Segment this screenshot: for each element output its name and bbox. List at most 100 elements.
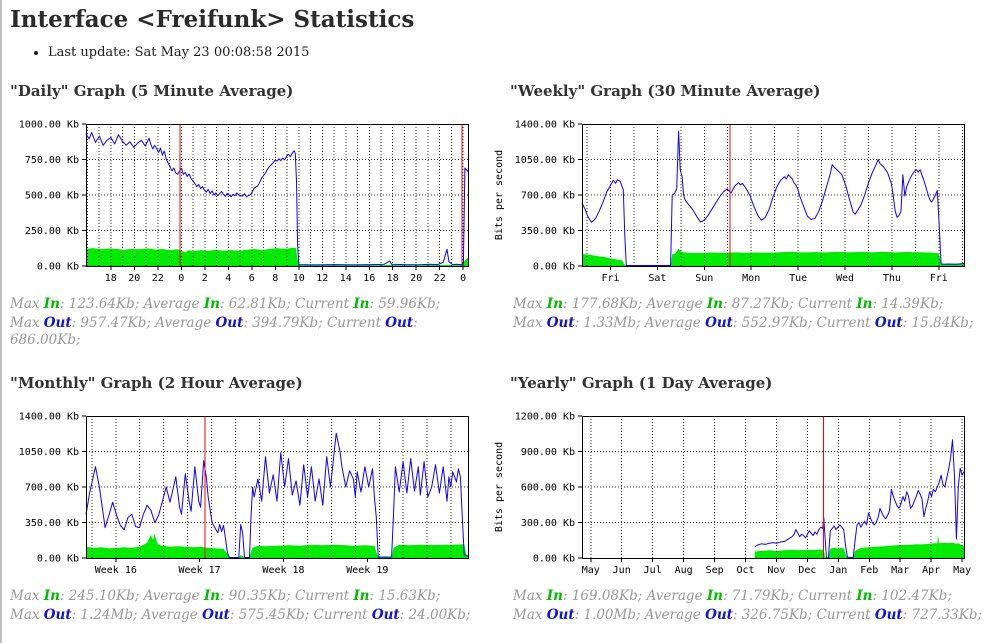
monthly-stats-in: Max In: 245.10Kb; Average In: 90.35Kb; C…	[10, 588, 441, 604]
svg-text:12: 12	[316, 273, 328, 284]
svg-text:Week 18: Week 18	[262, 565, 304, 576]
monthly-stats-out: Max Out: 1.24Mb; Average Out: 575.45Kb; …	[10, 607, 471, 623]
svg-text:Fri: Fri	[601, 273, 619, 284]
monthly-axis-ticks	[82, 415, 368, 562]
svg-text:Sep: Sep	[706, 565, 724, 576]
svg-text:May: May	[582, 565, 600, 576]
svg-text:Sat: Sat	[648, 273, 666, 284]
svg-text:Jun: Jun	[613, 565, 631, 576]
yearly-section: "Yearly" Graph (1 Day Average) 0.00 Kb 30…	[492, 368, 990, 625]
svg-text:22: 22	[434, 273, 446, 284]
page-title: Interface <Freifunk> Statistics	[10, 6, 415, 33]
yearly-axis-labels: 0.00 Kb 300.00 Kb 600.00 Kb 900.00 Kb 1200.0…	[515, 412, 971, 577]
weekly-out-line	[581, 130, 965, 266]
daily-axis-labels: 0.00 Kb 250.00 Kb 500.00 Kb 750.00 Kb 1000.0…	[19, 120, 466, 285]
monthly-out-line	[85, 432, 469, 558]
weekly-chart-svg: 0.00 Kb 350.00 Kb 700.00 Kb 1050.00 Kb 1400.…	[494, 120, 965, 285]
svg-text:1050.00 Kb: 1050.00 Kb	[515, 155, 575, 166]
svg-text:0: 0	[178, 273, 184, 284]
daily-in-area	[86, 247, 468, 266]
svg-text:Thu: Thu	[883, 273, 901, 284]
yearly-out-line	[754, 439, 965, 559]
daily-grid	[86, 124, 468, 266]
svg-text:1400.00 Kb: 1400.00 Kb	[515, 120, 575, 131]
svg-text:300.00 Kb: 300.00 Kb	[521, 518, 575, 529]
svg-text:500.00 Kb: 500.00 Kb	[25, 191, 79, 202]
svg-text:20: 20	[128, 273, 140, 284]
weekly-section: "Weekly" Graph (30 Minute Average) 0.00 …	[492, 76, 990, 350]
yearly-grid	[582, 416, 964, 558]
svg-text:Mar: Mar	[891, 565, 909, 576]
svg-text:Nov: Nov	[767, 565, 785, 576]
svg-text:1050.00 Kb: 1050.00 Kb	[19, 447, 79, 458]
yearly-heading: "Yearly" Graph (1 Day Average)	[510, 374, 773, 392]
svg-text:700.00 Kb: 700.00 Kb	[25, 483, 79, 494]
svg-text:Wed: Wed	[836, 273, 854, 284]
monthly-in-area	[86, 533, 468, 558]
daily-out-line	[85, 132, 469, 266]
svg-text:10: 10	[293, 273, 305, 284]
weekly-axis-labels: 0.00 Kb 350.00 Kb 700.00 Kb 1050.00 Kb 1400.…	[515, 120, 948, 285]
daily-stats-in: Max In: 123.64Kb; Average In: 62.81Kb; C…	[10, 296, 441, 312]
svg-text:Tue: Tue	[789, 273, 807, 284]
svg-text:0: 0	[460, 273, 466, 284]
yearly-in-area	[754, 534, 964, 558]
svg-text:350.00 Kb: 350.00 Kb	[521, 226, 575, 237]
weekly-stats-in: Max In: 177.68Kb; Average In: 87.27Kb; C…	[513, 296, 944, 312]
yearly-stats-in: Max In: 169.08Kb; Average In: 71.79Kb; C…	[513, 588, 952, 604]
monthly-chart-svg: 0.00 Kb 350.00 Kb 700.00 Kb 1050.00 Kb 1400.…	[19, 412, 469, 577]
svg-text:Fri: Fri	[930, 273, 948, 284]
monthly-graph-image: 0.00 Kb 350.00 Kb 700.00 Kb 1050.00 Kb 1400.…	[10, 408, 492, 586]
svg-text:250.00 Kb: 250.00 Kb	[25, 226, 79, 237]
monthly-grid	[86, 416, 468, 558]
svg-text:1000.00 Kb: 1000.00 Kb	[19, 120, 79, 131]
svg-text:0.00 Kb: 0.00 Kb	[37, 262, 79, 273]
weekly-grid	[582, 124, 964, 266]
svg-text:Sun: Sun	[695, 273, 713, 284]
svg-text:0.00 Kb: 0.00 Kb	[533, 262, 575, 273]
yearly-ylegend: Bits per second	[494, 442, 505, 532]
yearly-plot-border	[582, 416, 965, 559]
svg-text:May: May	[953, 565, 971, 576]
daily-heading: "Daily" Graph (5 Minute Average)	[10, 82, 294, 100]
svg-text:Oct: Oct	[736, 565, 754, 576]
svg-text:20: 20	[410, 273, 422, 284]
svg-text:1200.00 Kb: 1200.00 Kb	[515, 412, 575, 423]
svg-text:Week 17: Week 17	[179, 565, 221, 576]
daily-section: "Daily" Graph (5 Minute Average) 0.00 Kb…	[10, 76, 492, 350]
yearly-axis-ticks	[578, 415, 963, 562]
daily-axis-ticks	[82, 123, 464, 270]
svg-text:750.00 Kb: 750.00 Kb	[25, 155, 79, 166]
weekly-in-area	[582, 248, 964, 266]
weekly-stats-out: Max Out: 1.33Mb; Average Out: 552.97Kb; …	[513, 315, 974, 331]
svg-text:350.00 Kb: 350.00 Kb	[25, 518, 79, 529]
svg-text:Mon: Mon	[742, 273, 760, 284]
svg-text:Feb: Feb	[860, 565, 878, 576]
monthly-heading: "Monthly" Graph (2 Hour Average)	[10, 374, 303, 392]
weekly-ylegend: Bits per second	[494, 150, 505, 240]
weekly-graph-image: 0.00 Kb 350.00 Kb 700.00 Kb 1050.00 Kb 1400.…	[492, 116, 990, 294]
weekly-plot-border	[582, 124, 965, 267]
update-list: Last update: Sat May 23 00:08:58 2015	[10, 45, 990, 60]
svg-text:0.00 Kb: 0.00 Kb	[37, 554, 79, 565]
svg-text:16: 16	[363, 273, 375, 284]
svg-text:Week 19: Week 19	[346, 565, 388, 576]
svg-text:Jan: Jan	[829, 565, 847, 576]
daily-chart-svg: 0.00 Kb 250.00 Kb 500.00 Kb 750.00 Kb 1000.0…	[19, 120, 469, 285]
yearly-chart-svg: 0.00 Kb 300.00 Kb 600.00 Kb 900.00 Kb 1200.0…	[494, 412, 971, 577]
weekly-heading: "Weekly" Graph (30 Minute Average)	[510, 82, 821, 100]
svg-text:Aug: Aug	[675, 565, 693, 576]
svg-text:6: 6	[249, 273, 255, 284]
monthly-axis-labels: 0.00 Kb 350.00 Kb 700.00 Kb 1050.00 Kb 1400.…	[19, 412, 389, 577]
daily-graph-image: 0.00 Kb 250.00 Kb 500.00 Kb 750.00 Kb 1000.0…	[10, 116, 492, 294]
svg-text:22: 22	[152, 273, 164, 284]
svg-text:14: 14	[340, 273, 352, 284]
yearly-graph-image: 0.00 Kb 300.00 Kb 600.00 Kb 900.00 Kb 1200.0…	[492, 408, 990, 586]
svg-text:18: 18	[387, 273, 399, 284]
daily-stats-out: Max Out: 957.47Kb; Average Out: 394.79Kb…	[10, 315, 418, 348]
weekly-axis-ticks	[578, 123, 940, 270]
svg-text:Dec: Dec	[798, 565, 816, 576]
svg-text:600.00 Kb: 600.00 Kb	[521, 483, 575, 494]
svg-text:0.00 Kb: 0.00 Kb	[533, 554, 575, 565]
